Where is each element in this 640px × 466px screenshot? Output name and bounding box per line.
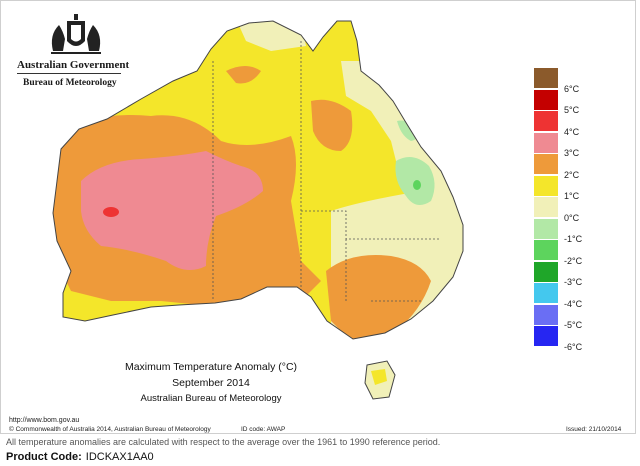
issued-date: Issued: 21/10/2014 (566, 426, 622, 433)
legend-swatch (534, 282, 558, 303)
legend-label: 3°C (564, 148, 580, 158)
zone-2c-top-end (226, 66, 261, 84)
zone-minus2c (413, 180, 421, 190)
legend-swatch (534, 110, 558, 131)
map-source: Australian Bureau of Meteorology (140, 393, 282, 404)
legend-swatch (534, 260, 558, 282)
legend-swatch (534, 303, 558, 325)
australia-anomaly-map (52, 20, 464, 400)
legend-swatch (534, 174, 558, 196)
zone-2c-southeast (326, 255, 431, 339)
legend-swatch (534, 67, 558, 88)
legend-swatch (534, 325, 558, 346)
legend-swatch (534, 153, 558, 174)
product-code-label: Product Code: (6, 451, 82, 463)
coat-of-arms-icon (51, 14, 101, 54)
legend-label: -6°C (564, 341, 583, 352)
legend-swatch (534, 239, 558, 260)
reference-period-note: All temperature anomalies are calculated… (6, 437, 441, 447)
legend-label: 2°C (564, 169, 580, 180)
coastline (52, 20, 464, 340)
legend-swatch (534, 131, 558, 153)
state-borders (212, 41, 441, 302)
header-divider (17, 73, 121, 74)
website-link[interactable]: http://www.bom.gov.au (9, 417, 80, 424)
product-code-value: IDCKAX1AA0 (85, 451, 154, 463)
copyright-text: © Commonwealth of Australia 2014, Austra… (9, 426, 211, 433)
anomaly-fill (53, 21, 463, 339)
legend-label: 0°C (564, 212, 580, 223)
legend-label: 1°C (564, 191, 580, 201)
zone-2c-north-central (311, 99, 353, 151)
legend-label: -1°C (564, 234, 583, 244)
zone-4c (103, 207, 119, 217)
legend-label: 5°C (564, 105, 580, 115)
map-card: Australian Government Bureau of Meteorol… (0, 0, 636, 434)
legend-swatch (534, 217, 558, 239)
legend-label: -3°C (564, 277, 583, 287)
zone-3c (81, 151, 263, 270)
legend-swatch (534, 196, 558, 217)
bureau-name: Bureau of Meteorology (23, 78, 117, 88)
government-name: Australian Government (17, 59, 130, 71)
legend-label: -4°C (564, 298, 583, 309)
legend-swatch (534, 88, 558, 110)
legend-label: -2°C (564, 255, 583, 266)
map-title: Maximum Temperature Anomaly (°C) (124, 361, 298, 373)
product-code-line: Product Code: IDCKAX1AA0 (6, 451, 154, 463)
tasmania-1c (371, 369, 387, 385)
id-code-text: ID code: AWAP (241, 426, 286, 433)
legend-label: -5°C (564, 320, 583, 330)
legend-label: 4°C (564, 126, 580, 137)
map-period: September 2014 (172, 377, 250, 389)
legend-label: 6°C (564, 83, 580, 94)
